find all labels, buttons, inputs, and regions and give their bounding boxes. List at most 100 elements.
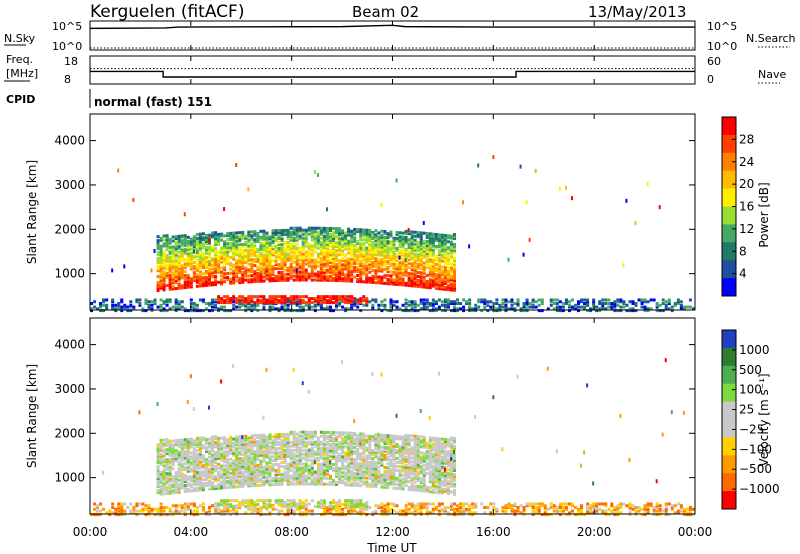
heat-cell (277, 265, 281, 269)
heat-cell (646, 300, 650, 304)
heat-cell (328, 503, 332, 507)
heat-cell (419, 263, 423, 267)
heat-cell (171, 239, 175, 243)
heat-cell (259, 267, 263, 271)
heat-cell (159, 262, 163, 266)
heat-cell (250, 266, 254, 270)
heat-cell (211, 471, 214, 475)
heat-cell (298, 472, 302, 476)
heat-cell (286, 499, 290, 503)
heat-cell (325, 238, 329, 242)
heat-cell (195, 456, 199, 460)
heat-cell (307, 432, 311, 436)
heat-cell (413, 248, 417, 252)
heat-cell (443, 265, 447, 269)
heat-cell (404, 258, 407, 263)
heat-cell (440, 309, 444, 313)
heat-cell (253, 295, 257, 299)
heat-cell (310, 278, 314, 282)
heat-cell (171, 259, 175, 263)
heat-cell (289, 480, 293, 484)
heat-cell (398, 255, 401, 260)
heat-cell (262, 231, 266, 235)
heat-cell (292, 505, 296, 509)
heat-cell (332, 466, 335, 470)
heat-cell (328, 297, 332, 301)
heat-cell (377, 251, 381, 255)
heat-cell (304, 448, 308, 452)
heat-cell (437, 233, 441, 237)
heat-cell (425, 302, 429, 306)
heat-cell (407, 282, 411, 286)
heat-cell (392, 240, 396, 244)
heat-cell (395, 268, 399, 272)
heat-cell (138, 502, 142, 506)
heat-cell (226, 276, 230, 280)
heat-cell (416, 259, 420, 263)
heat-cell (332, 260, 335, 264)
heat-cell (368, 236, 372, 240)
heat-cell (217, 256, 221, 260)
heat-cell (207, 469, 211, 473)
heat-cell (353, 259, 357, 263)
heat-cell (386, 260, 390, 264)
heat-cell (286, 478, 290, 482)
heat-cell (304, 232, 308, 236)
heat-cell (268, 247, 272, 251)
heat-cell (301, 444, 305, 448)
heat-cell (262, 451, 266, 455)
heat-cell (371, 247, 375, 251)
heat-cell (286, 300, 290, 304)
heat-cell (132, 511, 136, 515)
heat-cell (177, 504, 181, 508)
heat-cell (250, 307, 254, 311)
heat-cell (425, 257, 429, 261)
heat-cell (235, 441, 239, 445)
heat-cell (516, 302, 520, 306)
heat-cell (256, 232, 260, 236)
heat-cell (564, 302, 568, 306)
heat-cell (301, 466, 305, 470)
heat-cell (359, 260, 363, 264)
heat-cell (165, 260, 169, 264)
heat-cell (401, 237, 405, 241)
heat-cell (265, 475, 269, 479)
heat-cell (416, 282, 420, 286)
heat-cell (244, 460, 248, 464)
heat-cell (368, 462, 372, 466)
heat-cell (171, 261, 175, 265)
heat-cell (180, 482, 184, 486)
heat-cell (398, 307, 402, 311)
heat-cell (262, 445, 266, 449)
heat-cell (195, 472, 199, 476)
heat-cell (332, 268, 335, 272)
heat-cell (259, 461, 263, 465)
heat-cell (307, 482, 311, 486)
heat-cell (335, 463, 339, 467)
heat-cell (431, 236, 435, 240)
heat-cell (338, 249, 342, 253)
heat-cell (256, 447, 260, 451)
heat-cell (220, 476, 224, 480)
heat-cell (359, 480, 363, 484)
heat-cell (389, 305, 393, 309)
heat-cell (259, 261, 263, 265)
heat-cell (162, 476, 166, 480)
heat-cell (313, 309, 317, 313)
heat-cell (319, 264, 323, 268)
heat-cell (253, 230, 257, 234)
heat-cell (301, 276, 305, 280)
heat-cell (217, 264, 221, 268)
heat-cell (271, 301, 275, 305)
heat-cell (344, 259, 348, 263)
heat-cell (180, 506, 184, 510)
heat-cell (425, 285, 429, 289)
heat-cell (135, 513, 139, 517)
heat-cell (162, 272, 166, 276)
heat-cell (186, 447, 190, 451)
heat-cell (195, 262, 199, 266)
heat-cell (395, 264, 399, 268)
heat-cell (322, 501, 326, 505)
heat-cell (289, 268, 293, 272)
heat-cell (298, 507, 302, 511)
